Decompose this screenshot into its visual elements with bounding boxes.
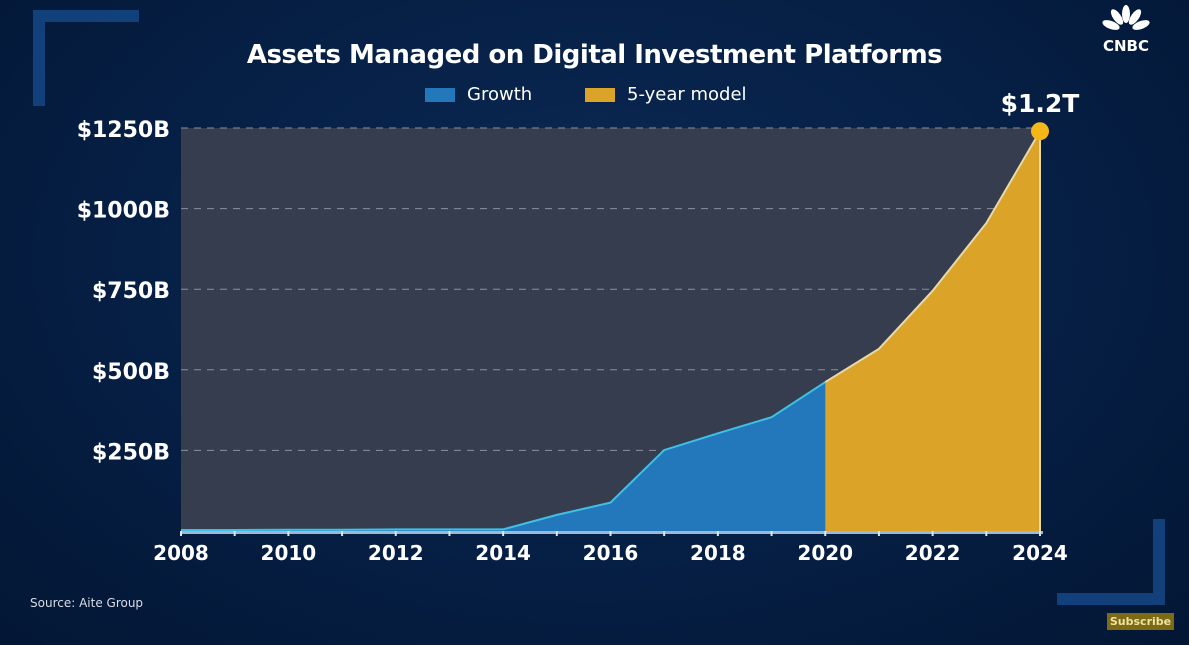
- legend-swatch-model: [585, 87, 615, 102]
- legend-item-model: 5-year model: [585, 84, 747, 105]
- x-tick-label: 2024: [1012, 541, 1068, 565]
- chart-title: Assets Managed on Digital Investment Pla…: [246, 40, 943, 70]
- x-tick-label: 2012: [368, 541, 424, 565]
- corner-bracket-bottom-right: [1057, 519, 1165, 605]
- x-tick-label: 2008: [153, 541, 209, 565]
- x-tick-label: 2022: [905, 541, 961, 565]
- annotation-label: $1.2T: [1001, 89, 1080, 118]
- legend-item-growth: Growth: [425, 84, 532, 105]
- y-tick-label: $1000B: [77, 199, 170, 224]
- x-tick-label: 2020: [797, 541, 853, 565]
- legend-swatch-growth: [425, 87, 455, 102]
- subscribe-button[interactable]: Subscribe: [1107, 613, 1174, 630]
- x-tick-label: 2016: [583, 541, 639, 565]
- y-tick-label: $250B: [92, 440, 170, 465]
- cnbc-peacock-logo: CNBC: [1102, 5, 1150, 54]
- y-tick-label: $500B: [92, 360, 170, 385]
- legend-label-model: 5-year model: [627, 84, 747, 105]
- y-tick-label: $1250B: [77, 118, 170, 143]
- area-model: [825, 131, 1040, 531]
- x-tick-label: 2010: [261, 541, 317, 565]
- highlight-point: [1031, 122, 1049, 141]
- x-tick-label: 2014: [475, 541, 531, 565]
- source-note: Source: Aite Group: [30, 596, 144, 610]
- x-axis-line: [181, 531, 1043, 534]
- x-tick-label: 2018: [690, 541, 746, 565]
- y-tick-label: $750B: [92, 279, 170, 304]
- legend-label-growth: Growth: [467, 84, 533, 105]
- area-growth: [181, 382, 826, 531]
- svg-text:CNBC: CNBC: [1103, 37, 1149, 54]
- corner-bracket-top-left: [33, 10, 139, 106]
